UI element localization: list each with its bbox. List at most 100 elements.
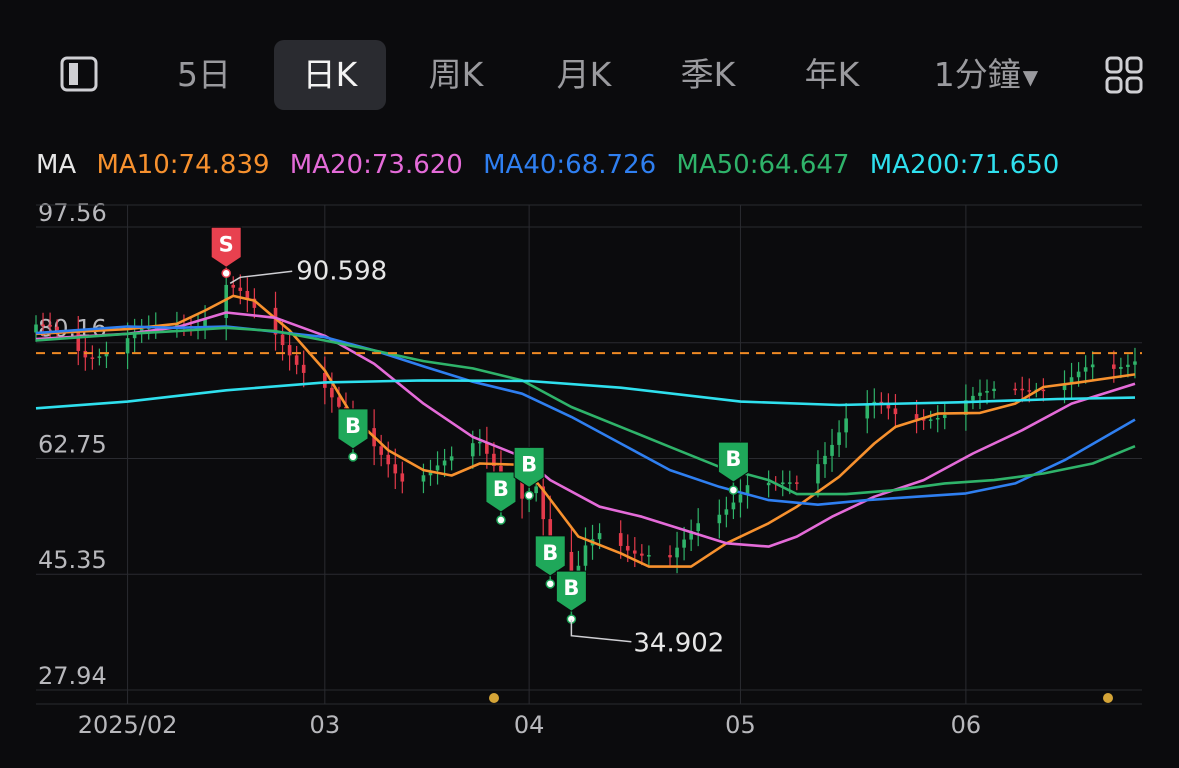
candle-body — [1013, 388, 1017, 391]
candle-body — [597, 533, 602, 540]
min-leader-line — [570, 619, 632, 643]
candle-body — [632, 550, 637, 554]
candle-body — [252, 298, 257, 308]
candle-body — [323, 372, 327, 388]
signal-badge-b — [513, 446, 545, 489]
x-tick-label: 2025/02 — [78, 711, 178, 739]
candle-body — [280, 334, 285, 346]
ma-line-ma50 — [35, 326, 1136, 496]
tab-5d[interactable]: 5日 — [177, 55, 231, 94]
candle-body — [104, 353, 109, 357]
candle-body — [696, 523, 700, 532]
candle-body — [971, 395, 975, 401]
candle-body — [647, 555, 651, 557]
candle-body — [738, 494, 743, 503]
candle-body — [978, 392, 982, 396]
signal-label: S — [219, 232, 234, 256]
signal-badge-b — [337, 408, 369, 450]
candle-body — [379, 446, 383, 455]
candle-body — [421, 475, 426, 482]
candle-body — [640, 553, 644, 556]
y-tick-label: 27.94 — [38, 662, 107, 690]
candle-body — [330, 387, 334, 398]
candle-body — [928, 419, 933, 421]
candle-body — [766, 482, 771, 486]
candle-body — [534, 486, 538, 494]
candle-body — [717, 514, 722, 524]
signal-dot — [221, 268, 231, 279]
grid-menu-icon[interactable] — [1104, 55, 1144, 95]
signal-badge-b — [485, 471, 517, 513]
tab-month-k[interactable]: 月K — [556, 55, 612, 94]
signal-label: B — [542, 541, 558, 565]
candle-body — [386, 454, 391, 465]
ma50-value: MA50:64.647 — [676, 150, 850, 180]
signal-badge-b — [555, 570, 587, 612]
ma-line-ma20 — [35, 311, 1136, 548]
candle-body — [844, 418, 848, 433]
tab-quarter-k[interactable]: 季K — [680, 55, 736, 94]
candle-body — [992, 388, 996, 392]
candle-body — [689, 531, 693, 540]
candle-body — [618, 533, 623, 546]
tab-minute-dropdown[interactable]: 1分鐘 ▼ — [918, 40, 1054, 110]
candle-body — [203, 318, 207, 327]
event-marker — [1103, 693, 1113, 703]
caret-down-icon: ▼ — [1022, 64, 1039, 89]
candle-body — [34, 324, 38, 333]
candle-body — [795, 482, 799, 484]
candle-body — [435, 465, 440, 471]
candle-body — [294, 355, 299, 365]
candle-body — [1083, 367, 1088, 372]
candle-body — [942, 414, 947, 418]
ma-legend: MA MA10:74.839 MA20:73.620 MA40:68.726 M… — [36, 150, 1071, 180]
panel-toggle-icon[interactable] — [60, 56, 98, 92]
signal-badge-b — [717, 441, 749, 483]
signal-dot — [524, 490, 534, 501]
candle-body — [583, 545, 588, 566]
candle-body — [1041, 389, 1046, 392]
candle-body — [682, 539, 686, 548]
candle-body — [1076, 371, 1081, 378]
candle-body — [238, 287, 243, 291]
candle-body — [125, 338, 130, 354]
candle-body — [175, 324, 179, 326]
candle-body — [668, 555, 672, 558]
candle-body — [675, 547, 679, 558]
candle-body — [55, 326, 59, 331]
candle-body — [520, 476, 524, 499]
candle-body — [224, 284, 229, 319]
candle-body — [964, 400, 968, 415]
candle-body — [1133, 361, 1137, 365]
x-tick-label: 04 — [514, 711, 545, 739]
candle-body — [470, 443, 475, 457]
ma200-value: MA200:71.650 — [869, 150, 1060, 180]
candle-body — [780, 482, 785, 485]
tab-day-k[interactable]: 日K — [274, 40, 386, 110]
signal-dot — [545, 579, 556, 589]
y-tick-label: 62.75 — [38, 431, 107, 459]
candle-body — [893, 408, 898, 415]
signal-label: B — [563, 576, 579, 600]
x-tick-label: 06 — [951, 711, 982, 739]
x-tick-label: 03 — [310, 711, 341, 739]
candle-body — [301, 364, 306, 373]
candle-body — [231, 284, 236, 288]
candle-body — [245, 290, 250, 299]
signal-label: B — [345, 414, 361, 438]
tab-minute-label: 1分鐘 — [933, 55, 1021, 94]
candle-body — [1126, 364, 1130, 368]
tab-year-k[interactable]: 年K — [804, 55, 860, 94]
candle-body — [48, 324, 52, 327]
candle-body — [914, 414, 919, 420]
tab-week-k[interactable]: 周K — [428, 55, 484, 94]
candle-body — [499, 466, 503, 477]
signal-label: B — [521, 452, 537, 476]
candle-body — [132, 333, 137, 339]
candle-body — [449, 456, 454, 461]
candle-body — [492, 453, 496, 467]
candle-body — [393, 464, 398, 474]
candle-body — [1069, 377, 1074, 384]
ma-line-ma10 — [35, 294, 1136, 568]
